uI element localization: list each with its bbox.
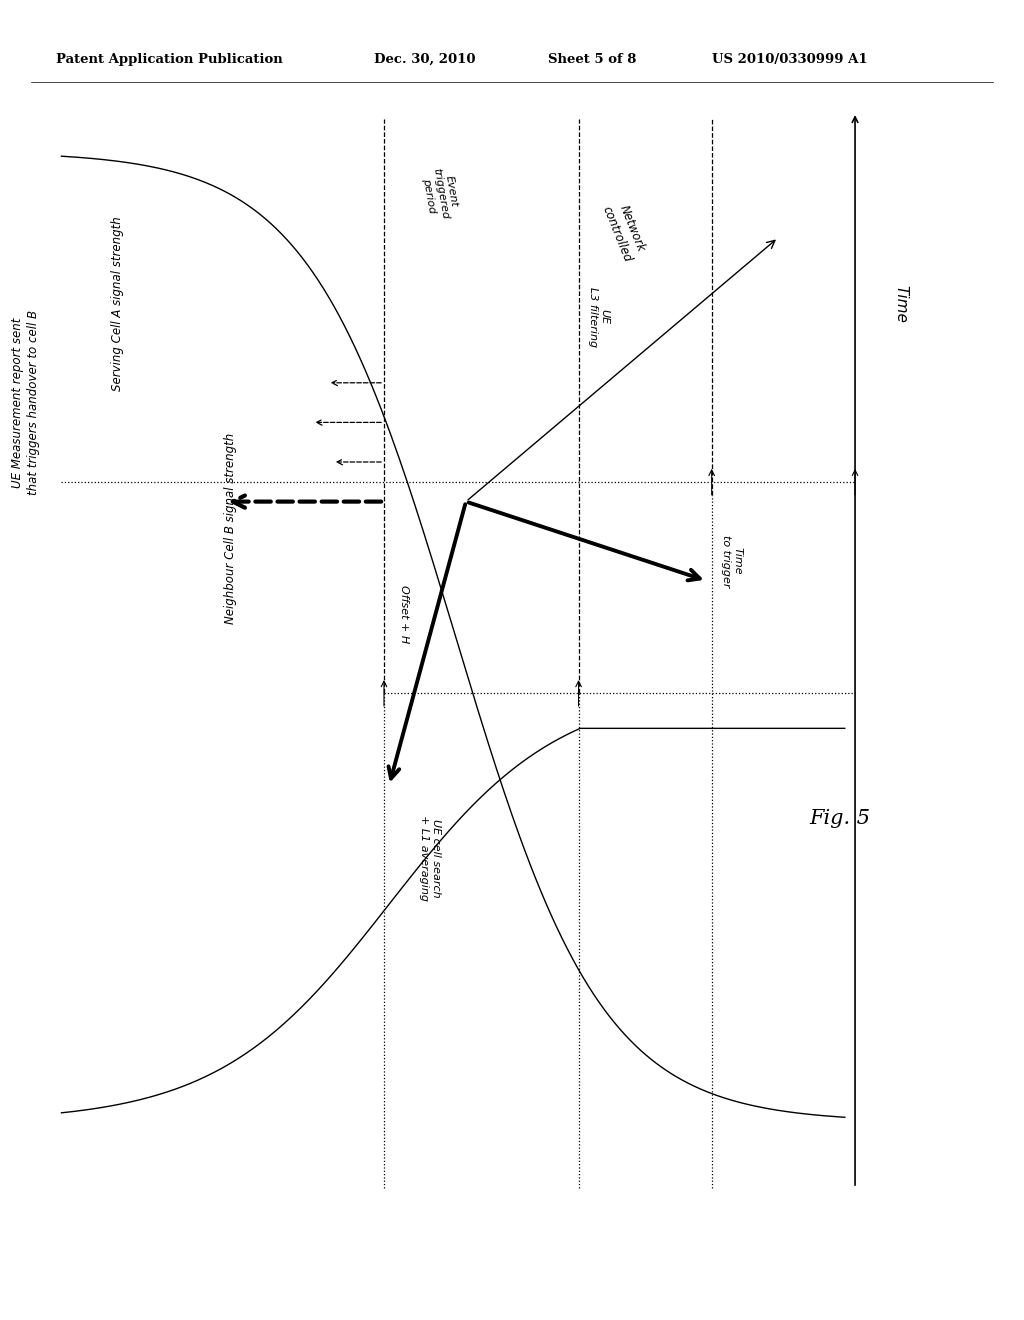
Text: Sheet 5 of 8: Sheet 5 of 8 [548,53,636,66]
Text: Time
to trigger: Time to trigger [721,535,743,587]
Text: Serving Cell A signal strength: Serving Cell A signal strength [112,216,124,391]
Text: Fig. 5: Fig. 5 [809,809,870,828]
Text: Time: Time [894,285,908,322]
Text: UE Measurement report sent
that triggers handover to cell B: UE Measurement report sent that triggers… [11,310,40,495]
Text: US 2010/0330999 A1: US 2010/0330999 A1 [712,53,867,66]
Text: Offset + H: Offset + H [399,585,410,643]
Text: Network
controlled: Network controlled [600,198,649,264]
Text: Patent Application Publication: Patent Application Publication [56,53,283,66]
Text: Dec. 30, 2010: Dec. 30, 2010 [374,53,475,66]
Text: UE cell search
+ L1 averaging: UE cell search + L1 averaging [419,814,441,902]
Text: Event
triggered
period: Event triggered period [420,165,461,222]
Text: Neighbour Cell B signal strength: Neighbour Cell B signal strength [224,433,237,623]
Text: UE
L3 filtering: UE L3 filtering [588,286,610,347]
